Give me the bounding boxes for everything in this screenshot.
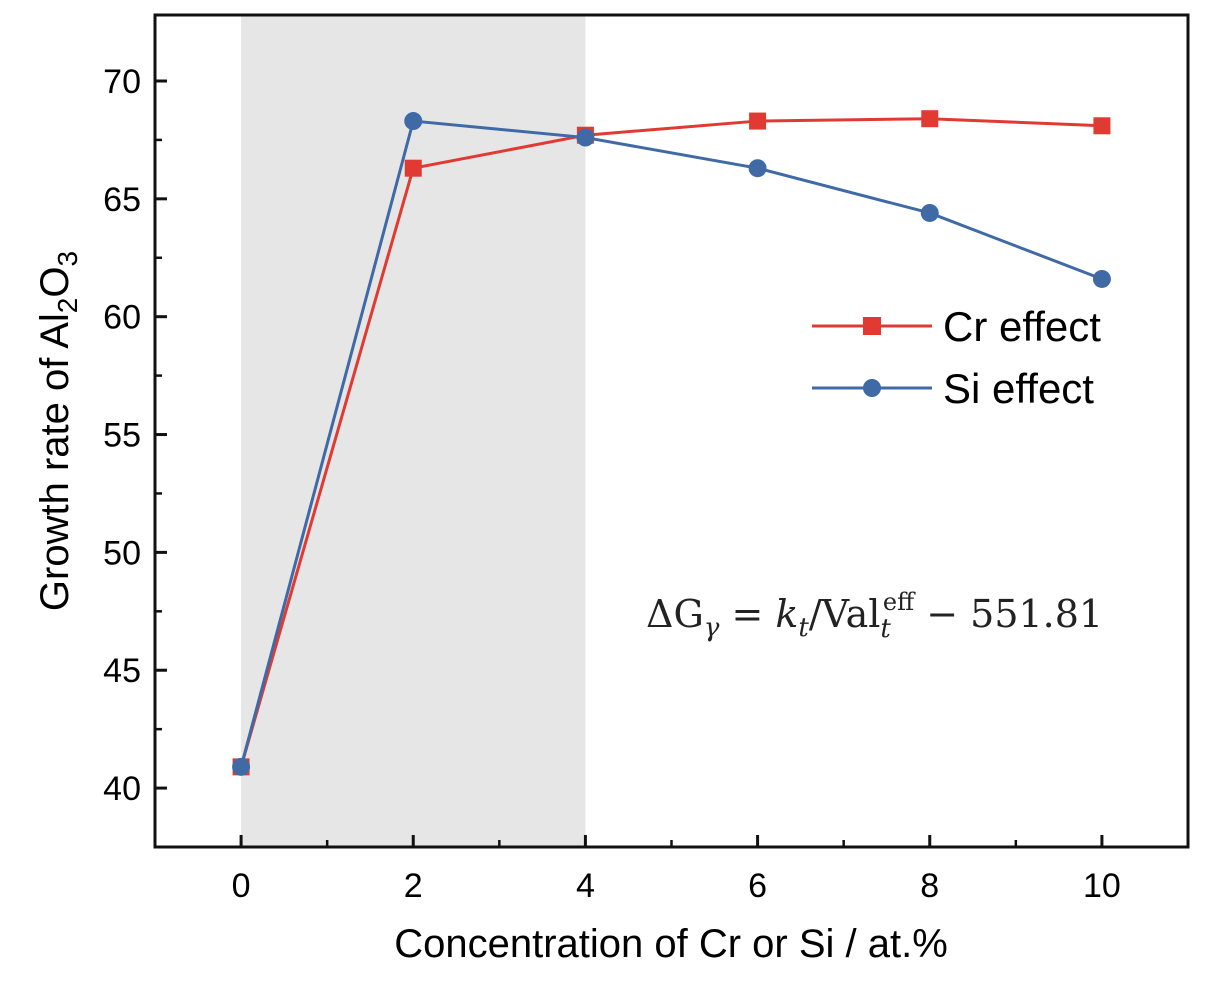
legend-marker-si <box>863 379 881 397</box>
y-tick-label: 45 <box>103 652 141 690</box>
formula-k: k <box>775 592 798 636</box>
formula-slash: /Val <box>809 592 881 636</box>
y-tick-labels: 40 45 50 55 60 65 70 <box>103 63 141 808</box>
y-tick-label: 50 <box>103 534 141 572</box>
y-axis-title-sub1: 2 <box>52 298 83 314</box>
data-point-cr-effect <box>921 110 939 128</box>
y-tick-label: 65 <box>103 181 141 219</box>
formula-annotation: ΔGγ = kt/Valteff − 551.81 <box>646 588 1103 644</box>
x-tick-label: 2 <box>404 867 423 905</box>
major-ticks <box>155 79 1104 847</box>
x-tick-label: 0 <box>232 867 251 905</box>
y-tick-label: 60 <box>103 299 141 337</box>
formula-k-sub: t <box>798 613 809 643</box>
y-axis-title-sub2: 3 <box>52 251 83 267</box>
x-tick-label: 4 <box>576 867 595 905</box>
formula-eq: = <box>719 592 775 636</box>
legend-label-si: Si effect <box>943 365 1094 412</box>
x-tick-label: 8 <box>920 867 939 905</box>
y-tick-label: 40 <box>103 770 141 808</box>
formula-tail: − 551.81 <box>914 592 1103 636</box>
legend-label-cr: Cr effect <box>943 303 1101 350</box>
plot-frame <box>153 13 1190 849</box>
data-point-si-effect <box>232 757 251 776</box>
data-point-cr-effect <box>1093 117 1111 135</box>
data-point-si-effect <box>748 159 767 178</box>
data-point-cr-effect <box>749 112 767 130</box>
y-axis-title-prefix: Growth rate of Al <box>33 313 77 611</box>
x-tick-label: 6 <box>748 867 767 905</box>
data-point-si-effect <box>920 203 939 222</box>
legend: Cr effect Si effect <box>812 303 1101 412</box>
series-layer <box>232 110 1111 776</box>
x-tick-labels: 0 2 4 6 8 10 <box>232 867 1121 905</box>
data-point-cr-effect <box>404 159 422 177</box>
y-tick-label: 70 <box>103 63 141 101</box>
formula-val-sup: eff <box>883 588 916 616</box>
formula-delta: ΔG <box>646 592 704 636</box>
y-axis-title: Growth rate of Al2O3 <box>33 251 83 611</box>
y-tick-label: 55 <box>103 417 141 455</box>
x-tick-label: 10 <box>1083 867 1121 905</box>
y-axis-title-mid: O <box>33 266 77 297</box>
data-point-si-effect <box>404 112 423 131</box>
shaded-region <box>241 15 586 847</box>
legend-marker-cr <box>863 317 881 335</box>
data-point-si-effect <box>576 128 595 147</box>
series-line-cr-effect <box>239 117 1102 768</box>
formula-val-sub: t <box>880 614 891 644</box>
x-axis-title: Concentration of Cr or Si / at.% <box>394 922 948 966</box>
data-point-si-effect <box>1092 269 1111 288</box>
series-si-effect <box>232 112 1111 776</box>
series-line-si-effect <box>239 119 1103 768</box>
formula-delta-sub: γ <box>704 613 720 643</box>
